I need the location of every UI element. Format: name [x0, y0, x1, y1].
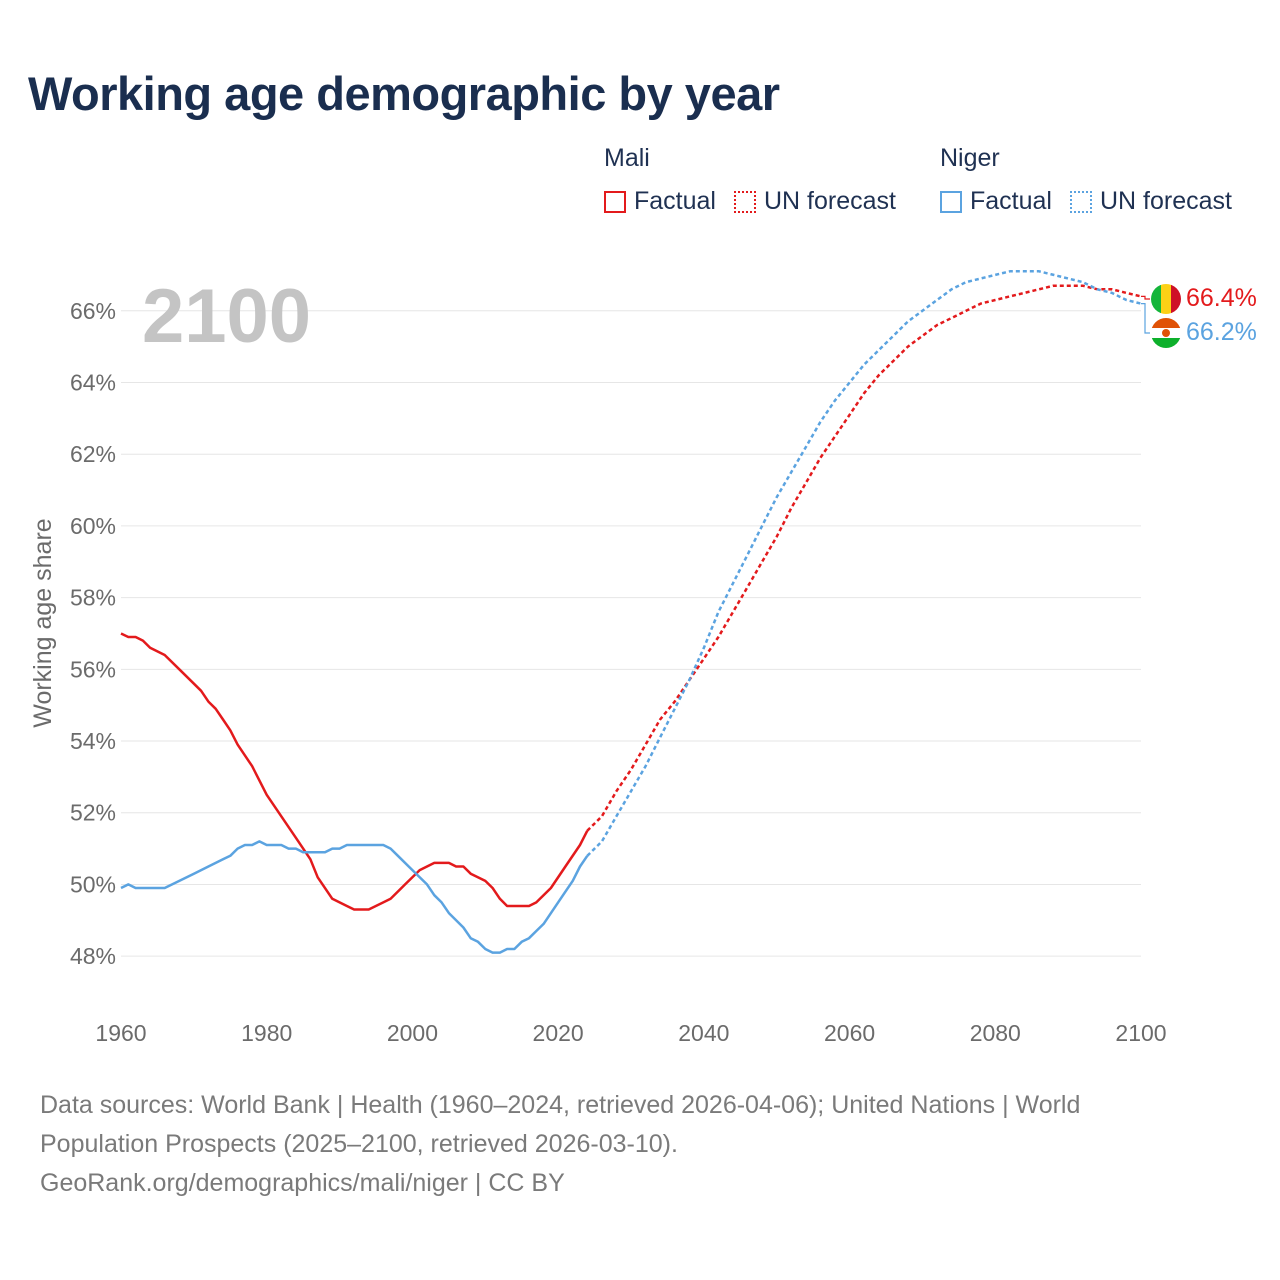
- chart-title: Working age demographic by year: [28, 67, 780, 120]
- series-line-niger-factual[interactable]: [120, 840, 589, 954]
- legend-swatch-dotted: [733, 190, 756, 213]
- legend-group-label: Niger: [940, 144, 1000, 172]
- legend-item-niger-factual[interactable]: Factual: [940, 187, 1052, 216]
- y-tick-label: 58%: [70, 585, 116, 611]
- series-line-mali-forecast[interactable]: [586, 284, 1142, 832]
- legend-item-mali-forecast[interactable]: UN forecast: [733, 187, 896, 216]
- footer-sources: Data sources: World Bank | Health (1960–…: [40, 1086, 1240, 1203]
- y-axis-label: Working age share: [29, 518, 57, 727]
- x-axis-ticks: 1960 1980 2000 2020 2040 2060 2080 2100: [95, 1020, 1166, 1046]
- legend-item-label: UN forecast: [1099, 187, 1232, 215]
- legend-item-label: Factual: [970, 187, 1052, 215]
- x-tick-label: 2040: [678, 1020, 729, 1046]
- x-tick-label: 2060: [824, 1020, 875, 1046]
- legend-swatch-dotted: [1069, 190, 1092, 213]
- legend-item-niger-forecast[interactable]: UN forecast: [1069, 187, 1232, 216]
- end-labels: 66.4% 66.2%: [1141, 284, 1257, 348]
- line-chart: 2100 Working age share 48% 50% 52% 54% 56% 58…: [29, 270, 1257, 1046]
- y-tick-label: 64%: [70, 369, 116, 395]
- mali-flag: [1151, 284, 1181, 314]
- x-tick-label: 2020: [533, 1020, 584, 1046]
- end-label-connector: [1141, 295, 1150, 300]
- legend-group-niger: Niger Factual UN forecast: [940, 144, 1250, 216]
- legend-swatch-solid: [940, 190, 962, 213]
- legend-item-mali-factual[interactable]: Factual: [604, 187, 716, 216]
- y-tick-label: 56%: [70, 656, 116, 682]
- y-tick-label: 66%: [70, 298, 116, 324]
- x-tick-label: 2080: [970, 1020, 1021, 1046]
- x-tick-label: 2100: [1115, 1020, 1166, 1046]
- footer-line: Population Prospects (2025–2100, retriev…: [40, 1130, 678, 1158]
- y-tick-label: 52%: [70, 800, 116, 826]
- legend-group-mali: Mali Factual UN forecast: [604, 144, 914, 216]
- gridlines: [121, 310, 1141, 957]
- end-label-connector: [1141, 303, 1150, 334]
- legend-swatch-solid: [604, 190, 626, 213]
- y-axis-ticks: 48% 50% 52% 54% 56% 58% 60% 62% 64% 66%: [70, 298, 116, 969]
- footer-line: Data sources: World Bank | Health (1960–…: [40, 1091, 1081, 1119]
- y-tick-label: 50%: [70, 871, 116, 897]
- x-tick-label: 1960: [95, 1020, 146, 1046]
- y-tick-label: 48%: [70, 943, 116, 969]
- y-tick-label: 54%: [70, 728, 116, 754]
- legend-item-label: Factual: [634, 187, 716, 215]
- series-line-mali-factual[interactable]: [120, 632, 589, 911]
- series-line-niger-forecast[interactable]: [586, 270, 1142, 857]
- x-tick-label: 2000: [387, 1020, 438, 1046]
- x-tick-label: 1980: [241, 1020, 292, 1046]
- year-watermark: 2100: [142, 274, 311, 359]
- end-label-niger: 66.2%: [1186, 318, 1257, 346]
- legend-group-label: Mali: [604, 144, 650, 172]
- niger-flag: [1151, 318, 1181, 348]
- series-lines: [120, 270, 1142, 954]
- legend-item-label: UN forecast: [763, 187, 896, 215]
- footer-line: GeoRank.org/demographics/mali/niger | CC…: [40, 1169, 565, 1197]
- end-label-mali: 66.4%: [1186, 284, 1257, 312]
- y-tick-label: 60%: [70, 513, 116, 539]
- y-tick-label: 62%: [70, 441, 116, 467]
